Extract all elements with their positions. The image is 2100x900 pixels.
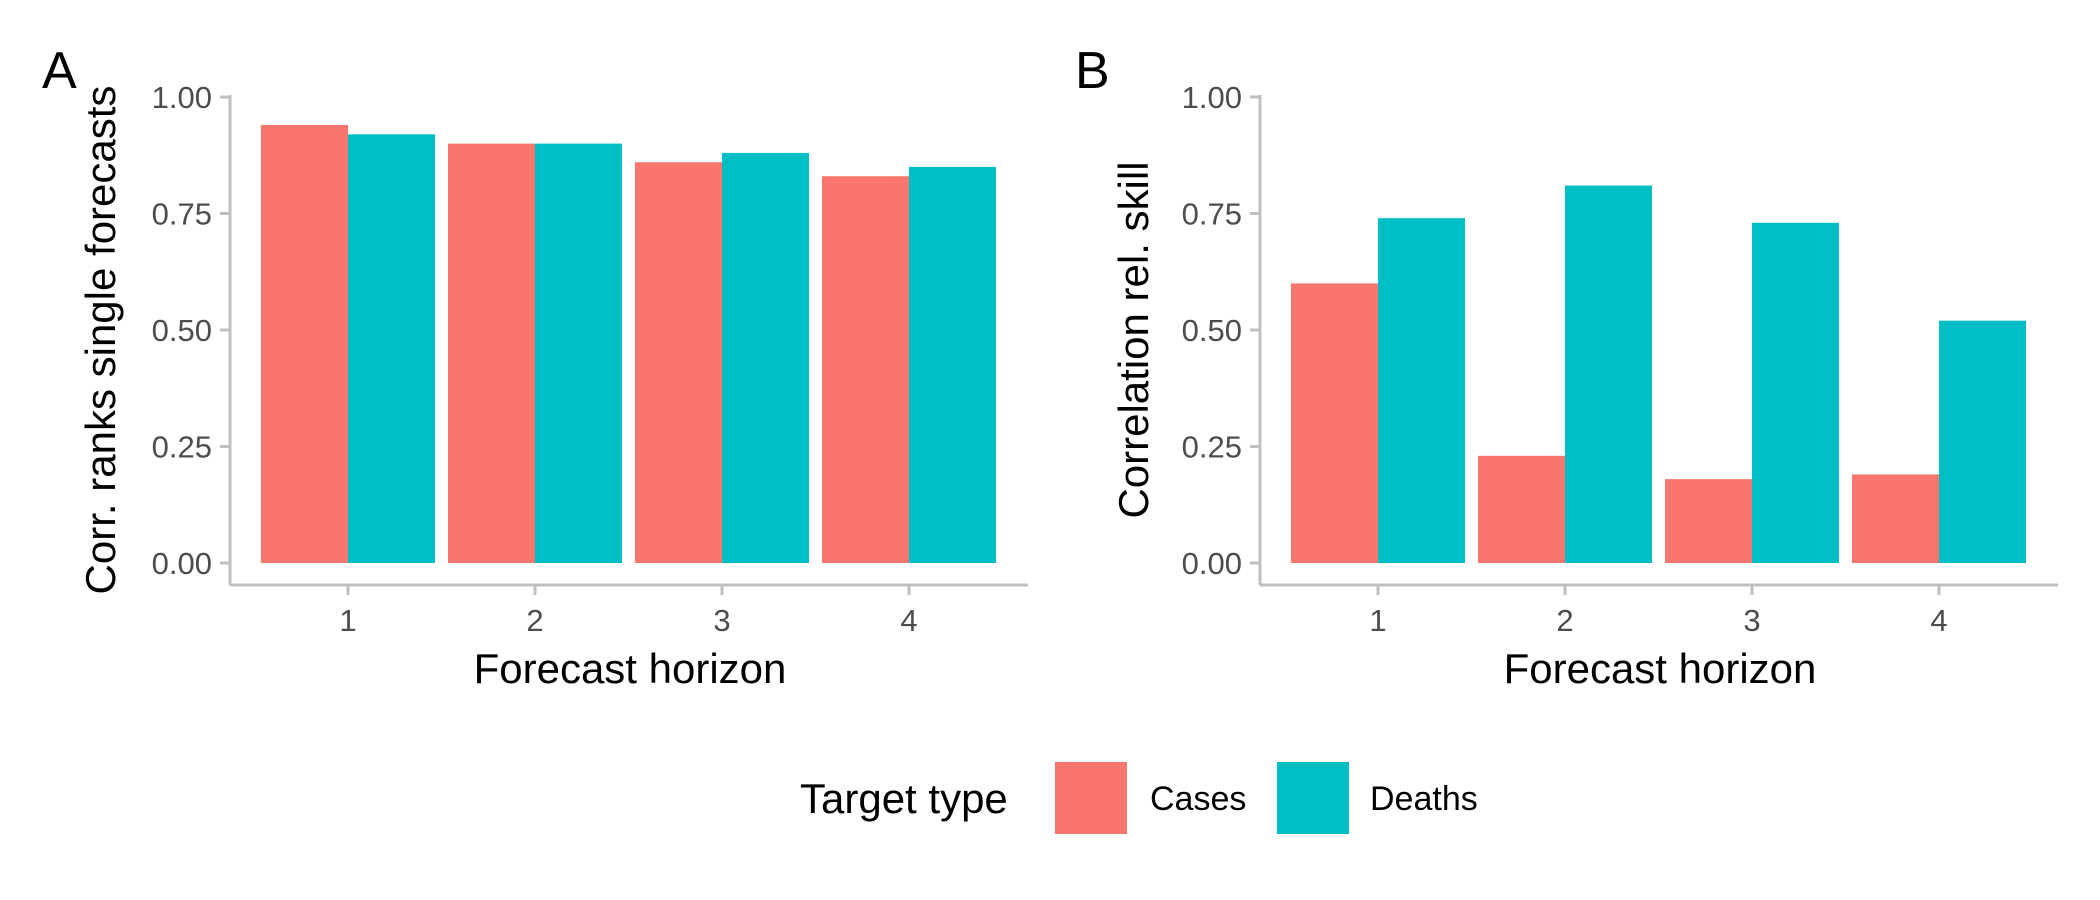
panel-b-bar-cases-2 [1478, 455, 1565, 563]
panel-b-y-tick-label: 1.00 [1182, 80, 1242, 115]
panel-b-y-tick-label: 0.00 [1182, 546, 1242, 581]
panel-b-x-tick-label: 1 [1369, 603, 1386, 638]
panel-b-y-tick-label: 0.25 [1182, 430, 1242, 465]
panel-a-x-tick-label: 3 [713, 603, 730, 638]
panel-a-y-tick-label: 1.00 [152, 80, 212, 115]
panel-b-bar-cases-1 [1291, 283, 1378, 563]
panel-b-x-tick-label: 3 [1743, 603, 1760, 638]
panel-b-bar-deaths-3 [1752, 222, 1839, 563]
panel-b-bar-cases-4 [1852, 474, 1939, 563]
panel-b-x-tick-label: 2 [1556, 603, 1573, 638]
panel-b-y-axis-label: Correlation rel. skill [1110, 161, 1157, 518]
panel-b-bar-deaths-2 [1565, 185, 1652, 564]
panel-b-bar-deaths-1 [1378, 218, 1465, 563]
panel-a-y-tick-label: 0.00 [152, 546, 212, 581]
panel-b-y-tick-label: 0.75 [1182, 197, 1242, 232]
panel-b-x-tick-label: 4 [1930, 603, 1947, 638]
panel-b-letter: B [1075, 42, 1110, 100]
legend-swatch-cases [1055, 762, 1127, 834]
panel-b-bar-deaths-4 [1939, 320, 2026, 563]
panel-a-x-tick-label: 1 [339, 603, 356, 638]
legend: Target type Cases Deaths [800, 762, 1478, 834]
panel-a-y-tick-label: 0.25 [152, 430, 212, 465]
panel-a-x-tick-label: 2 [526, 603, 543, 638]
panel-a-letter: A [42, 42, 77, 100]
panel-a-bar-deaths-1 [348, 134, 435, 563]
panel-a-bar-deaths-2 [535, 143, 622, 563]
panel-b-x-axis-label: Forecast horizon [1504, 645, 1817, 692]
panel-a-x-tick-label: 4 [900, 603, 917, 638]
panel-b-y-tick-label: 0.50 [1182, 313, 1242, 348]
panel-a-y-tick-label: 0.75 [152, 197, 212, 232]
panel-a-bar-cases-2 [448, 143, 535, 563]
legend-label-deaths: Deaths [1370, 780, 1478, 818]
panel-a-bar-deaths-4 [909, 166, 996, 563]
panel-b-bar-cases-3 [1665, 479, 1752, 563]
panel-a-y-tick-label: 0.50 [152, 313, 212, 348]
legend-swatch-deaths [1277, 762, 1349, 834]
panel-a-x-axis-label: Forecast horizon [474, 645, 787, 692]
legend-title: Target type [800, 775, 1008, 822]
panel-a-bar-cases-4 [822, 176, 909, 563]
plot-layer: 0.00 0.25 0.50 0.75 1.00 1 2 3 4 0.00 0.25 0.50 0.75… [152, 80, 2058, 638]
panel-a-y-axis-label: Corr. ranks single forecasts [77, 86, 124, 595]
panel-a-bar-cases-3 [635, 162, 722, 564]
panel-a-bar-deaths-3 [722, 152, 809, 564]
legend-label-cases: Cases [1150, 780, 1246, 818]
panel-a-bar-cases-1 [261, 124, 348, 564]
